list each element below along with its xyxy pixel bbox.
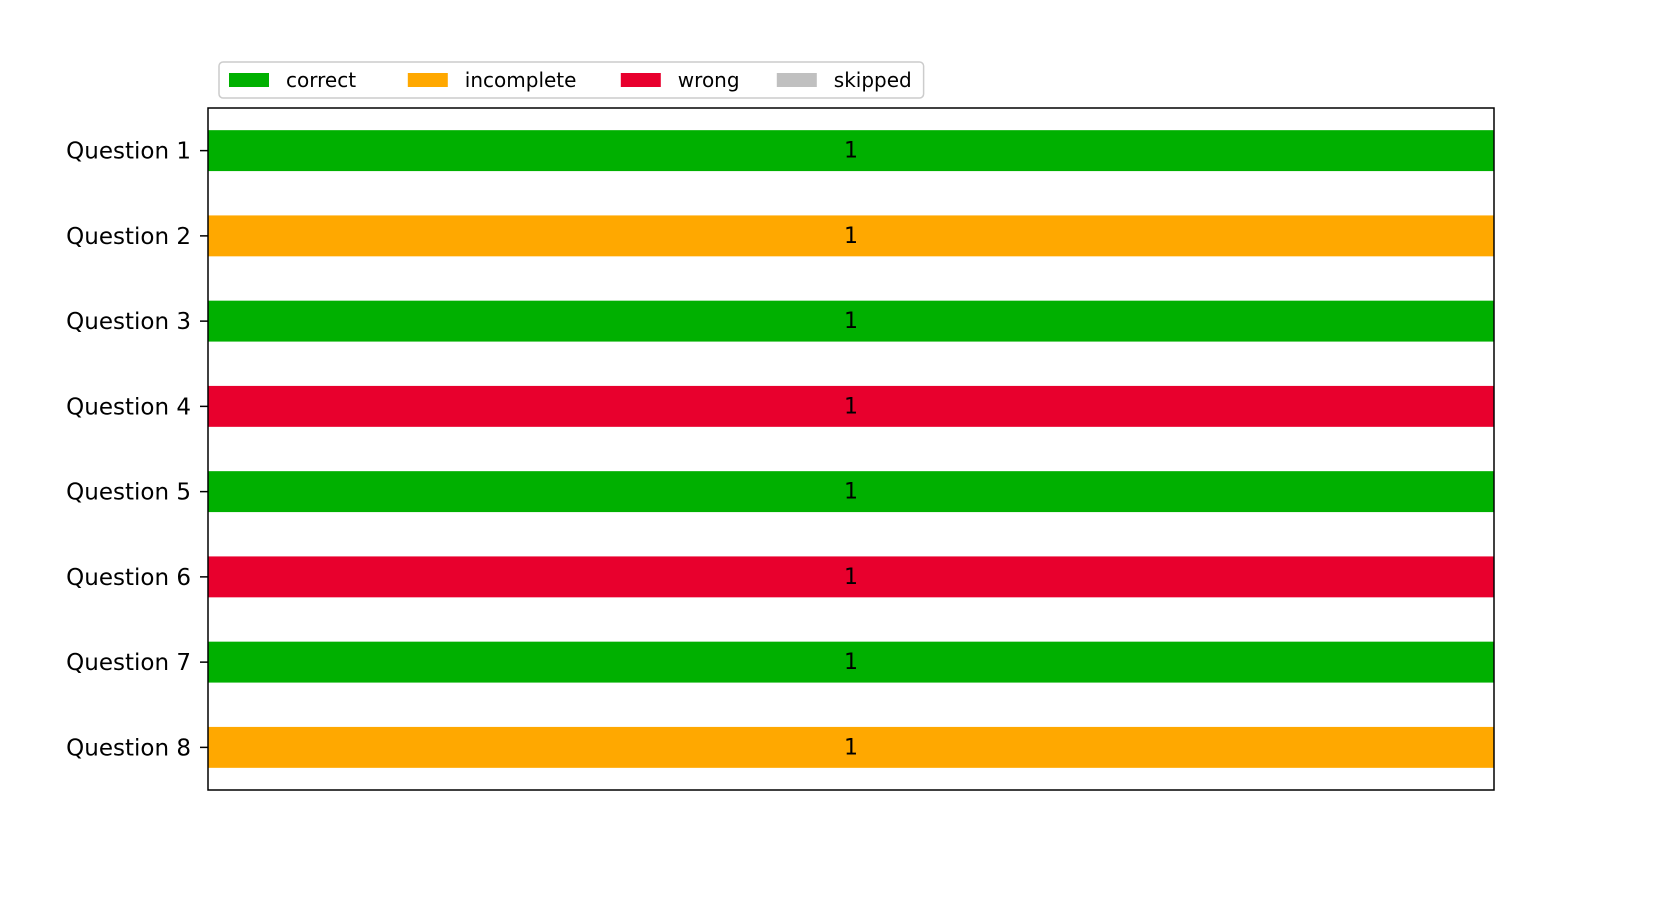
data-label-2: 1 xyxy=(844,224,858,249)
data-label-3: 1 xyxy=(844,309,858,334)
legend-swatch-incomplete xyxy=(407,73,448,87)
y-tick-label-5: Question 5 xyxy=(66,480,191,506)
bar-incomplete-8 xyxy=(208,726,1494,768)
legend-label-wrong: wrong xyxy=(678,68,740,92)
bar-correct-5 xyxy=(208,471,1494,513)
legend-swatch-wrong xyxy=(620,73,661,87)
y-tick-label-3: Question 3 xyxy=(66,309,191,335)
y-axis: Question 1 Question 2 Question 3 Question 4… xyxy=(66,139,208,761)
legend: correct incomplete wrong skipped xyxy=(218,61,925,99)
y-tick-label-2: Question 2 xyxy=(66,224,191,250)
data-label-7: 1 xyxy=(844,650,858,675)
y-tick-label-4: Question 4 xyxy=(66,394,191,420)
bars xyxy=(208,130,1494,768)
y-tick-label-6: Question 6 xyxy=(66,565,191,591)
bar-wrong-4 xyxy=(208,385,1494,427)
bar-wrong-6 xyxy=(208,556,1494,598)
data-label-1: 1 xyxy=(844,139,858,164)
legend-frame xyxy=(218,61,925,99)
data-label-6: 1 xyxy=(844,565,858,590)
data-label-8: 1 xyxy=(844,735,858,760)
legend-label-incomplete: incomplete xyxy=(465,68,577,92)
y-tick-label-1: Question 1 xyxy=(66,139,191,165)
data-label-5: 1 xyxy=(844,480,858,505)
data-label-4: 1 xyxy=(844,394,858,419)
y-tick-label-7: Question 7 xyxy=(66,650,191,676)
bar-correct-1 xyxy=(208,130,1494,172)
plot-frame xyxy=(207,107,1495,791)
bar-incomplete-2 xyxy=(208,215,1494,257)
bar-correct-3 xyxy=(208,300,1494,342)
legend-swatch-skipped xyxy=(776,73,817,87)
bar-correct-7 xyxy=(208,641,1494,683)
legend-label-skipped: skipped xyxy=(834,68,912,92)
legend-swatch-correct xyxy=(229,73,269,87)
legend-label-correct: correct xyxy=(286,68,356,92)
data-labels: 1 1 1 1 1 1 1 1 xyxy=(844,139,858,761)
y-tick-label-8: Question 8 xyxy=(66,735,191,761)
